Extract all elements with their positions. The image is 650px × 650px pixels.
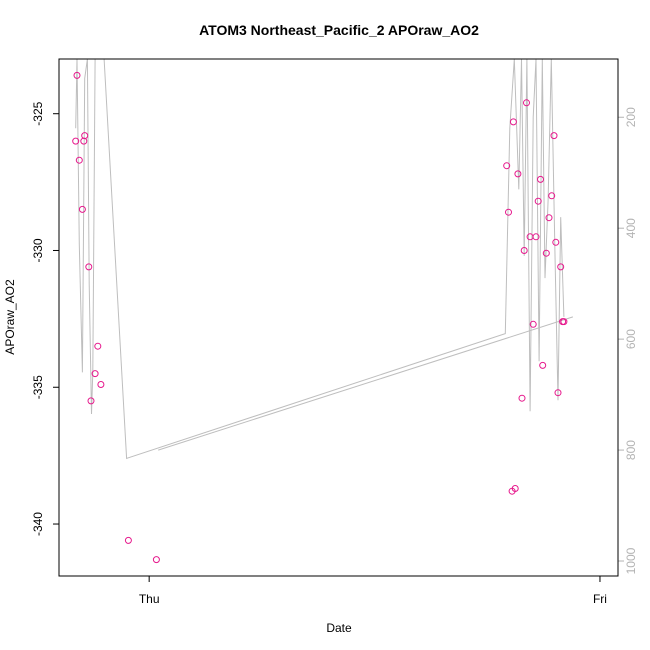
point-layer [72,71,568,564]
data-point [87,397,95,405]
data-point [545,214,553,222]
data-point [532,233,540,241]
data-point [78,205,86,213]
data-point [537,175,544,183]
series-line-2 [158,316,574,451]
data-point [529,320,537,328]
data-point [518,394,526,402]
line-layer [75,58,574,460]
x-axis-label: Date [326,621,352,635]
data-point [75,156,83,164]
data-point [511,485,519,492]
data-point [514,170,522,178]
y-tick-label: -330 [31,238,45,262]
data-point [85,263,93,271]
data-point [73,71,81,79]
data-point [94,342,102,350]
data-point [81,132,89,140]
data-point [554,389,562,397]
y2-tick-label: 800 [624,440,638,460]
x-axis: ThuFriSat [139,576,607,606]
x-tick-label: Fri [593,592,607,606]
data-point [97,381,105,388]
data-point [557,263,565,271]
y-tick-label: -340 [31,512,45,536]
data-point [534,197,542,205]
data-point [72,137,80,145]
plot-frame [58,58,619,577]
data-point [509,118,517,126]
data-point [542,249,550,257]
data-point [505,208,512,216]
y-tick-label: -335 [31,375,45,399]
y-axis-label: APOraw_AO2 [3,279,17,355]
y2-tick-label: 400 [624,218,638,238]
y2-tick-label: 1000 [624,547,638,574]
data-point [523,99,530,107]
data-point [539,361,547,369]
y2-tick-label: 600 [624,329,638,349]
y2-axis: 200 400 600 800 1000 [618,107,638,574]
chart-title: ATOM3 Northeast_Pacific_2 APOraw_AO2 [199,22,479,38]
y-axis: -325 -330 -335 -340 [31,101,59,536]
data-point [503,162,511,170]
data-point [91,370,99,378]
data-point [520,247,528,254]
x-tick-label: Thu [139,592,160,606]
data-point [152,556,160,564]
data-point [560,318,568,326]
y2-tick-label: 200 [624,107,638,127]
y-tick-label: -325 [31,101,45,125]
data-point [550,132,558,140]
data-point [548,192,556,200]
data-point [552,238,560,246]
data-point [124,536,132,544]
